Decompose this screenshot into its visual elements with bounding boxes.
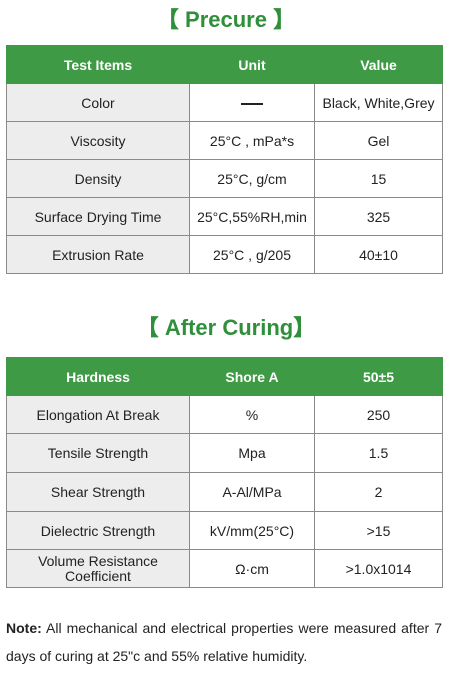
row-value: 40±10 bbox=[314, 235, 443, 274]
row-unit: Mpa bbox=[189, 433, 315, 473]
table-row: Elongation At Break % 250 bbox=[6, 395, 443, 434]
header-hardness: Hardness bbox=[6, 357, 190, 396]
row-value: 325 bbox=[314, 197, 443, 236]
header-value: Value bbox=[314, 45, 443, 84]
after-curing-header-row: Hardness Shore A 50±5 bbox=[6, 357, 443, 396]
table-row: Color Black, White,Grey bbox=[6, 83, 443, 122]
dash-mark bbox=[241, 102, 263, 105]
table-row: Extrusion Rate 25°C , g/205 40±10 bbox=[6, 235, 443, 274]
note-paragraph: Note: All mechanical and electrical prop… bbox=[6, 614, 442, 670]
row-item: Color bbox=[6, 83, 190, 122]
header-hardness-value: 50±5 bbox=[314, 357, 443, 396]
table-row: Dielectric Strength kV/mm(25°C) >15 bbox=[6, 511, 443, 550]
after-curing-title: 【 After Curing】 bbox=[136, 315, 316, 340]
row-value: >1.0x1014 bbox=[314, 549, 443, 588]
row-item: Shear Strength bbox=[6, 472, 190, 512]
row-item: Extrusion Rate bbox=[6, 235, 190, 274]
row-unit: Ω·cm bbox=[189, 549, 315, 588]
row-item: Dielectric Strength bbox=[6, 511, 190, 550]
row-value: >15 bbox=[314, 511, 443, 550]
row-value: 1.5 bbox=[314, 433, 443, 473]
note-label: Note: bbox=[6, 620, 42, 636]
table-row: Surface Drying Time 25°C,55%RH,min 325 bbox=[6, 197, 443, 236]
row-item: Surface Drying Time bbox=[6, 197, 190, 236]
row-value: Gel bbox=[314, 121, 443, 160]
row-value: 2 bbox=[314, 472, 443, 512]
row-item: Volume Resistance Coefficient bbox=[6, 549, 190, 588]
note-text: All mechanical and electrical properties… bbox=[6, 620, 442, 664]
precure-header-row: Test Items Unit Value bbox=[6, 45, 443, 84]
row-item: Viscosity bbox=[6, 121, 190, 160]
header-shore-a: Shore A bbox=[189, 357, 315, 396]
row-unit: 25°C, g/cm bbox=[189, 159, 315, 198]
row-unit: A-Al/MPa bbox=[189, 472, 315, 512]
row-item: Elongation At Break bbox=[6, 395, 190, 434]
header-unit: Unit bbox=[189, 45, 315, 84]
row-unit: 25°C , g/205 bbox=[189, 235, 315, 274]
row-unit bbox=[189, 83, 315, 122]
table-row: Viscosity 25°C , mPa*s Gel bbox=[6, 121, 443, 160]
precure-table: Test Items Unit Value Color Black, White… bbox=[6, 45, 443, 274]
row-value: 250 bbox=[314, 395, 443, 434]
row-unit: % bbox=[189, 395, 315, 434]
after-curing-table: Hardness Shore A 50±5 Elongation At Brea… bbox=[6, 357, 443, 588]
table-row: Volume Resistance Coefficient Ω·cm >1.0x… bbox=[6, 549, 443, 588]
row-value: Black, White,Grey bbox=[314, 83, 443, 122]
row-unit: kV/mm(25°C) bbox=[189, 511, 315, 550]
row-unit: 25°C , mPa*s bbox=[189, 121, 315, 160]
table-row: Density 25°C, g/cm 15 bbox=[6, 159, 443, 198]
row-value: 15 bbox=[314, 159, 443, 198]
row-item: Tensile Strength bbox=[6, 433, 190, 473]
table-row: Tensile Strength Mpa 1.5 bbox=[6, 433, 443, 473]
precure-title: 【 Precure 】 bbox=[156, 7, 296, 32]
table-row: Shear Strength A-Al/MPa 2 bbox=[6, 472, 443, 512]
row-item: Density bbox=[6, 159, 190, 198]
header-test-items: Test Items bbox=[6, 45, 190, 84]
row-unit: 25°C,55%RH,min bbox=[189, 197, 315, 236]
